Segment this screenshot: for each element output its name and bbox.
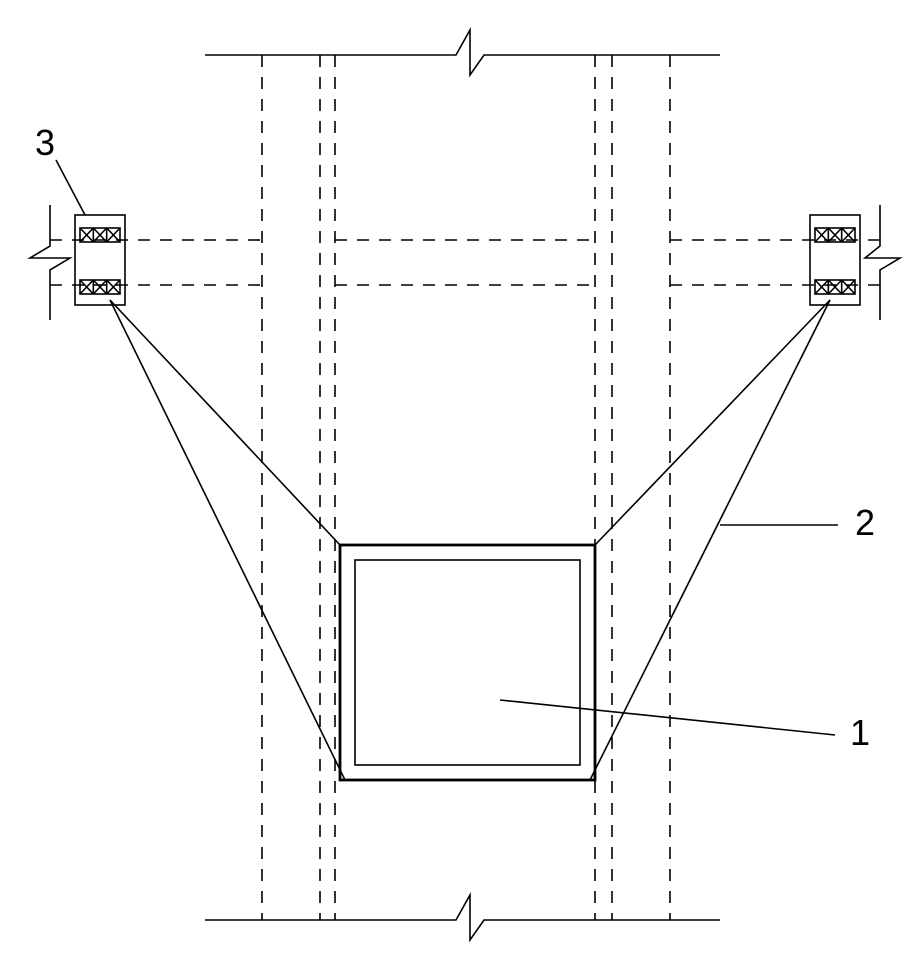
- diagonal-1: [110, 300, 345, 780]
- callout-line-1: [500, 700, 835, 735]
- square-inner: [355, 560, 580, 765]
- callout-label-3: 3: [35, 122, 55, 163]
- top-break-line: [205, 30, 720, 75]
- bottom-break-line: [205, 895, 720, 940]
- diagonal-3: [590, 300, 830, 780]
- callout-label-1: 1: [850, 712, 870, 753]
- diagram-canvas: 1 2 3: [0, 0, 923, 975]
- left-break-line: [30, 205, 70, 320]
- diagonal-2: [595, 300, 830, 545]
- right-break-line: [865, 205, 900, 320]
- callout-label-2: 2: [855, 502, 875, 543]
- square-outer: [340, 545, 595, 780]
- diagonal-0: [110, 300, 340, 545]
- callout-line-3: [56, 160, 85, 215]
